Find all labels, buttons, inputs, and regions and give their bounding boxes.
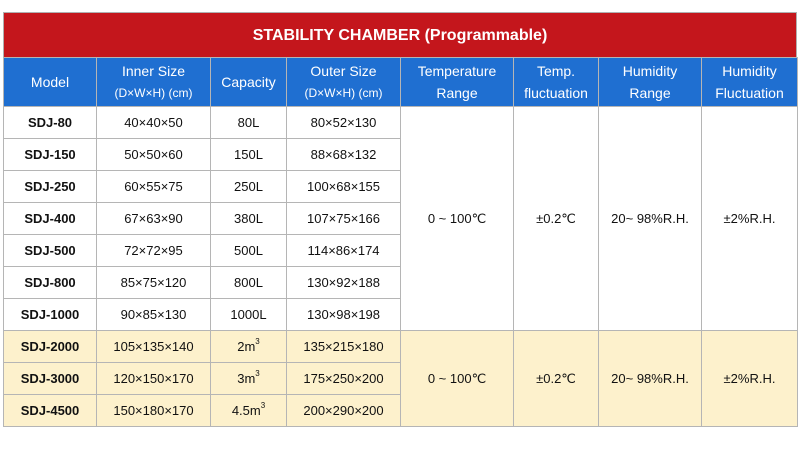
table-row: SDJ-400 67×63×90 380L 107×75×166 [3,202,798,235]
capacity-unit-superscript: 3 [255,337,260,346]
header-temperature-label: Temperature [417,63,497,79]
inner-size-cell: 85×75×120 [96,266,211,299]
table-row: SDJ-4500 150×180×170 4.5m3 200×290×200 [3,394,798,427]
header-inner-size: Inner Size (D×W×H) (cm) [96,57,211,107]
header-temp-label: Temp. [536,63,576,79]
table-row: SDJ-2000 105×135×140 2m3 135×215×180 0 ~… [3,330,798,427]
header-fluctuation-label: fluctuation [524,85,588,101]
inner-size-cell: 50×50×60 [96,138,211,171]
model-cell: SDJ-500 [3,234,97,267]
capacity-cell: 500L [210,234,287,267]
model-cell: SDJ-150 [3,138,97,171]
outer-size-cell: 130×98×198 [286,298,401,331]
spec-table: Model Inner Size (D×W×H) (cm) Capacity Ou… [3,57,798,427]
humidity-range-cell: 20~ 98%R.H. [598,330,702,427]
table-row: SDJ-250 60×55×75 250L 100×68×155 [3,170,798,203]
outer-size-cell: 114×86×174 [286,234,401,267]
inner-size-cell: 60×55×75 [96,170,211,203]
table-row: SDJ-800 85×75×120 800L 130×92×188 [3,266,798,299]
outer-size-cell: 130×92×188 [286,266,401,299]
model-cell: SDJ-80 [3,106,97,139]
inner-size-cell: 72×72×95 [96,234,211,267]
inner-size-cell: 40×40×50 [96,106,211,139]
model-cell: SDJ-3000 [3,362,97,395]
model-cell: SDJ-1000 [3,298,97,331]
model-cell: SDJ-800 [3,266,97,299]
inner-size-cell: 150×180×170 [96,394,211,427]
spec-table-container: STABILITY CHAMBER (Programmable) Model I… [3,12,798,427]
model-cell: SDJ-4500 [3,394,97,427]
temperature-range-cell: 0 ~ 100℃ [400,106,514,331]
header-humidity-fluctuation: Humidity Fluctuation [701,57,798,107]
header-capacity: Capacity [210,57,287,107]
outer-size-cell: 175×250×200 [286,362,401,395]
capacity-cell: 3m3 [210,362,287,395]
header-outer-size-unit: (D×W×H) (cm) [304,86,383,100]
capacity-value: 2m [237,339,256,354]
table-row: SDJ-500 72×72×95 500L 114×86×174 [3,234,798,267]
header-inner-size-unit: (D×W×H) (cm) [114,86,193,100]
header-row: Model Inner Size (D×W×H) (cm) Capacity Ou… [3,57,798,107]
table-title: STABILITY CHAMBER (Programmable) [3,12,797,57]
header-inner-size-label: Inner Size [121,63,186,79]
header-humidity-range-label: Range [629,85,671,101]
header-outer-size: Outer Size (D×W×H) (cm) [286,57,401,107]
capacity-cell: 80L [210,106,287,139]
capacity-cell: 4.5m3 [210,394,287,427]
inner-size-cell: 90×85×130 [96,298,211,331]
capacity-cell: 380L [210,202,287,235]
capacity-value: 3m [237,371,256,386]
humidity-fluctuation-cell: ±2%R.H. [701,330,798,427]
header-humidity-fluctuation-label: Fluctuation [715,85,784,101]
capacity-cell: 150L [210,138,287,171]
capacity-unit-superscript: 3 [260,401,266,410]
humidity-fluctuation-cell: ±2%R.H. [701,106,798,331]
table-row: SDJ-80 40×40×50 80L 80×52×130 0 ~ 100℃ ±… [3,106,798,331]
table-row: SDJ-1000 90×85×130 1000L 130×98×198 [3,298,798,331]
header-model-label: Model [30,74,70,90]
inner-size-cell: 67×63×90 [96,202,211,235]
capacity-cell: 1000L [210,298,287,331]
header-temp-fluctuation: Temp. fluctuation [513,57,599,107]
capacity-cell: 250L [210,170,287,203]
header-temperature-range: Temperature Range [400,57,514,107]
header-humidity-range: Humidity Range [598,57,702,107]
header-capacity-label: Capacity [221,74,276,90]
outer-size-cell: 200×290×200 [286,394,401,427]
inner-size-cell: 105×135×140 [96,330,211,363]
capacity-unit-superscript: 3 [255,369,260,378]
header-model: Model [3,57,97,107]
capacity-cell: 800L [210,266,287,299]
humidity-range-cell: 20~ 98%R.H. [598,106,702,331]
capacity-cell: 2m3 [210,330,287,363]
model-cell: SDJ-2000 [3,330,97,363]
header-humidity-label: Humidity [622,63,678,79]
header-temperature-range-label: Range [436,85,478,101]
outer-size-cell: 80×52×130 [286,106,401,139]
model-cell: SDJ-250 [3,170,97,203]
temp-fluctuation-cell: ±0.2℃ [513,330,599,427]
outer-size-cell: 100×68×155 [286,170,401,203]
model-cell: SDJ-400 [3,202,97,235]
temperature-range-cell: 0 ~ 100℃ [400,330,514,427]
header-outer-size-label: Outer Size [310,63,377,79]
table-row: SDJ-3000 120×150×170 3m3 175×250×200 [3,362,798,395]
outer-size-cell: 135×215×180 [286,330,401,363]
capacity-value: 4.5m [231,403,261,418]
outer-size-cell: 107×75×166 [286,202,401,235]
header-humidity-fluct-label: Humidity [722,63,777,79]
table-row: SDJ-150 50×50×60 150L 88×68×132 [3,138,798,171]
inner-size-cell: 120×150×170 [96,362,211,395]
temp-fluctuation-cell: ±0.2℃ [513,106,599,331]
outer-size-cell: 88×68×132 [286,138,401,171]
